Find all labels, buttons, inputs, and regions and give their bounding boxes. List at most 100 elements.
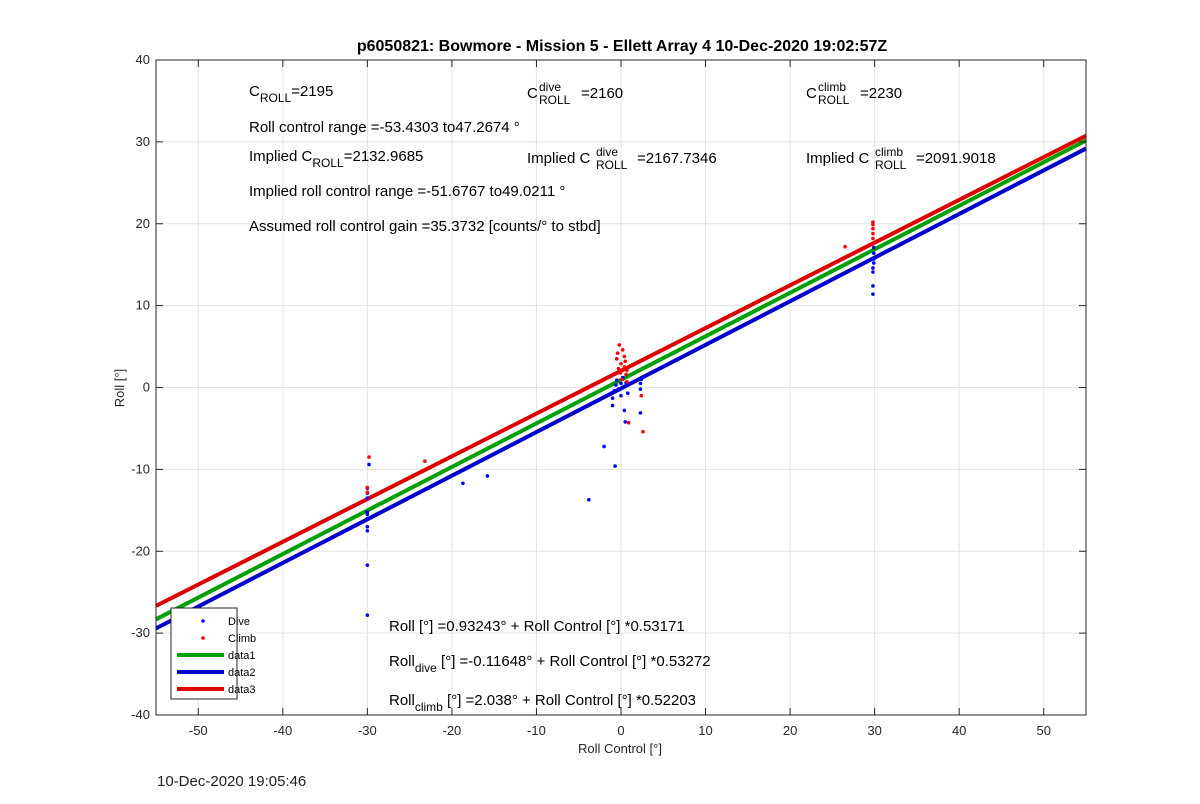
legend-label: data2 [228,667,256,679]
dive-point [461,481,465,486]
dive-point [613,464,617,468]
climb-point [365,490,370,495]
y-tick-label: -30 [131,625,150,640]
dive-point [638,387,643,391]
dive-point [614,383,618,387]
legend: Dive Climb data1 data2 data3 [170,607,256,700]
y-tick-label: 30 [136,134,150,149]
legend-label: Climb [228,633,256,645]
climb-point [626,420,631,425]
climb-point [617,343,622,347]
dive-point [871,284,875,288]
roll-control-range-annotation: Roll control range =-53.4303 to47.2674 ° [249,119,520,136]
climb-point [641,429,645,434]
dive-point [871,257,876,261]
dive-point [871,292,875,296]
x-axis-label: Roll Control [°] [578,741,662,756]
climb-point [625,379,629,384]
x-tick-label: 20 [783,723,797,738]
climb-point [843,244,847,249]
climb-point [871,226,875,231]
dive-point [871,270,875,274]
y-tick-label: 0 [143,380,150,395]
climb-point [615,351,620,355]
climb-point [639,393,644,398]
legend-label: data1 [228,650,256,662]
dive-point [619,381,623,386]
climb-point [614,357,619,361]
fit-line-data2 [155,146,1087,631]
dive-point [365,528,370,533]
dive-point [619,393,623,398]
dive-point [638,381,643,386]
dive-point [365,516,370,521]
dive-point [365,510,370,514]
x-tick-label: -50 [189,723,208,738]
y-tick-label: -20 [131,543,150,558]
climb-point [618,370,622,375]
implied-range-annotation: Implied roll control range =-51.6767 to4… [249,183,565,200]
dive-point [610,396,615,400]
climb-point [871,220,875,224]
climb-point [871,241,875,246]
climb-point [624,372,628,377]
climb-point [367,455,371,459]
climb-point [619,361,623,366]
climb-point [620,377,624,382]
x-tick-label: -10 [527,723,546,738]
implied-c-roll-annotation: Implied CROLL=2132.9685 [249,148,423,170]
y-tick-label: -40 [131,707,150,722]
climb-point [365,485,370,490]
climb-point [622,365,627,369]
dive-point [871,245,876,250]
dive-point [871,266,875,270]
dive-point [612,388,617,393]
c-roll-climb-annotation: Cclimb ROLL =2230 [806,80,902,107]
fit-line-data3 [155,133,1087,608]
dive-point [623,420,628,424]
x-tick-label: 50 [1036,723,1050,738]
y-tick-label: -10 [131,461,150,476]
climb-point [622,354,627,359]
footer-timestamp: 10-Dec-2020 19:05:46 [157,773,307,790]
y-axis-label: Roll [°] [112,369,127,407]
dive-point [367,462,371,467]
dive-point [614,378,619,382]
fit-all-annotation: Roll [°] =0.93243° + Roll Control [°] *0… [389,618,685,635]
climb-point [623,359,628,364]
c-roll-annotation: CROLL=2195 [249,83,333,105]
dive-point [365,524,370,529]
x-tick-label: 0 [617,723,624,738]
c-roll-dive-annotation: Cdive ROLL =2160 [527,80,623,107]
legend-marker-dive [201,619,205,623]
dive-point [871,251,876,256]
y-tick-label: 20 [136,216,150,231]
fit-dive-annotation: Rolldive [°] =-0.11648° + Roll Control [… [389,653,711,675]
fit-climb-annotation: Rollclimb [°] =2.038° + Roll Control [°]… [389,692,696,714]
chart-title: p6050821: Bowmore - Mission 5 - Ellett A… [357,38,888,55]
legend-label: data3 [228,684,256,696]
x-tick-label: 40 [952,723,966,738]
climb-point [616,366,621,371]
x-tick-label: -40 [273,723,292,738]
gain-annotation: Assumed roll control gain =35.3732 [coun… [249,218,601,235]
dive-point [365,496,370,500]
axis-ticks: -50 -40 -30 -20 -10 0 10 20 30 40 50 -40 -30 -20 -10 0 1… [131,52,1086,738]
y-tick-label: 10 [136,298,150,313]
dive-point [639,377,644,382]
dive-point [622,408,627,413]
climb-point [423,459,427,463]
climb-point [871,236,875,241]
climb-point [871,231,875,236]
data-points [365,220,876,617]
legend-label: Dive [228,616,250,628]
y-tick-label: 40 [136,52,150,67]
climb-point [625,368,629,373]
dive-point [625,391,630,396]
legend-marker-climb [201,636,205,640]
dive-point [602,444,606,449]
x-tick-label: -30 [358,723,377,738]
